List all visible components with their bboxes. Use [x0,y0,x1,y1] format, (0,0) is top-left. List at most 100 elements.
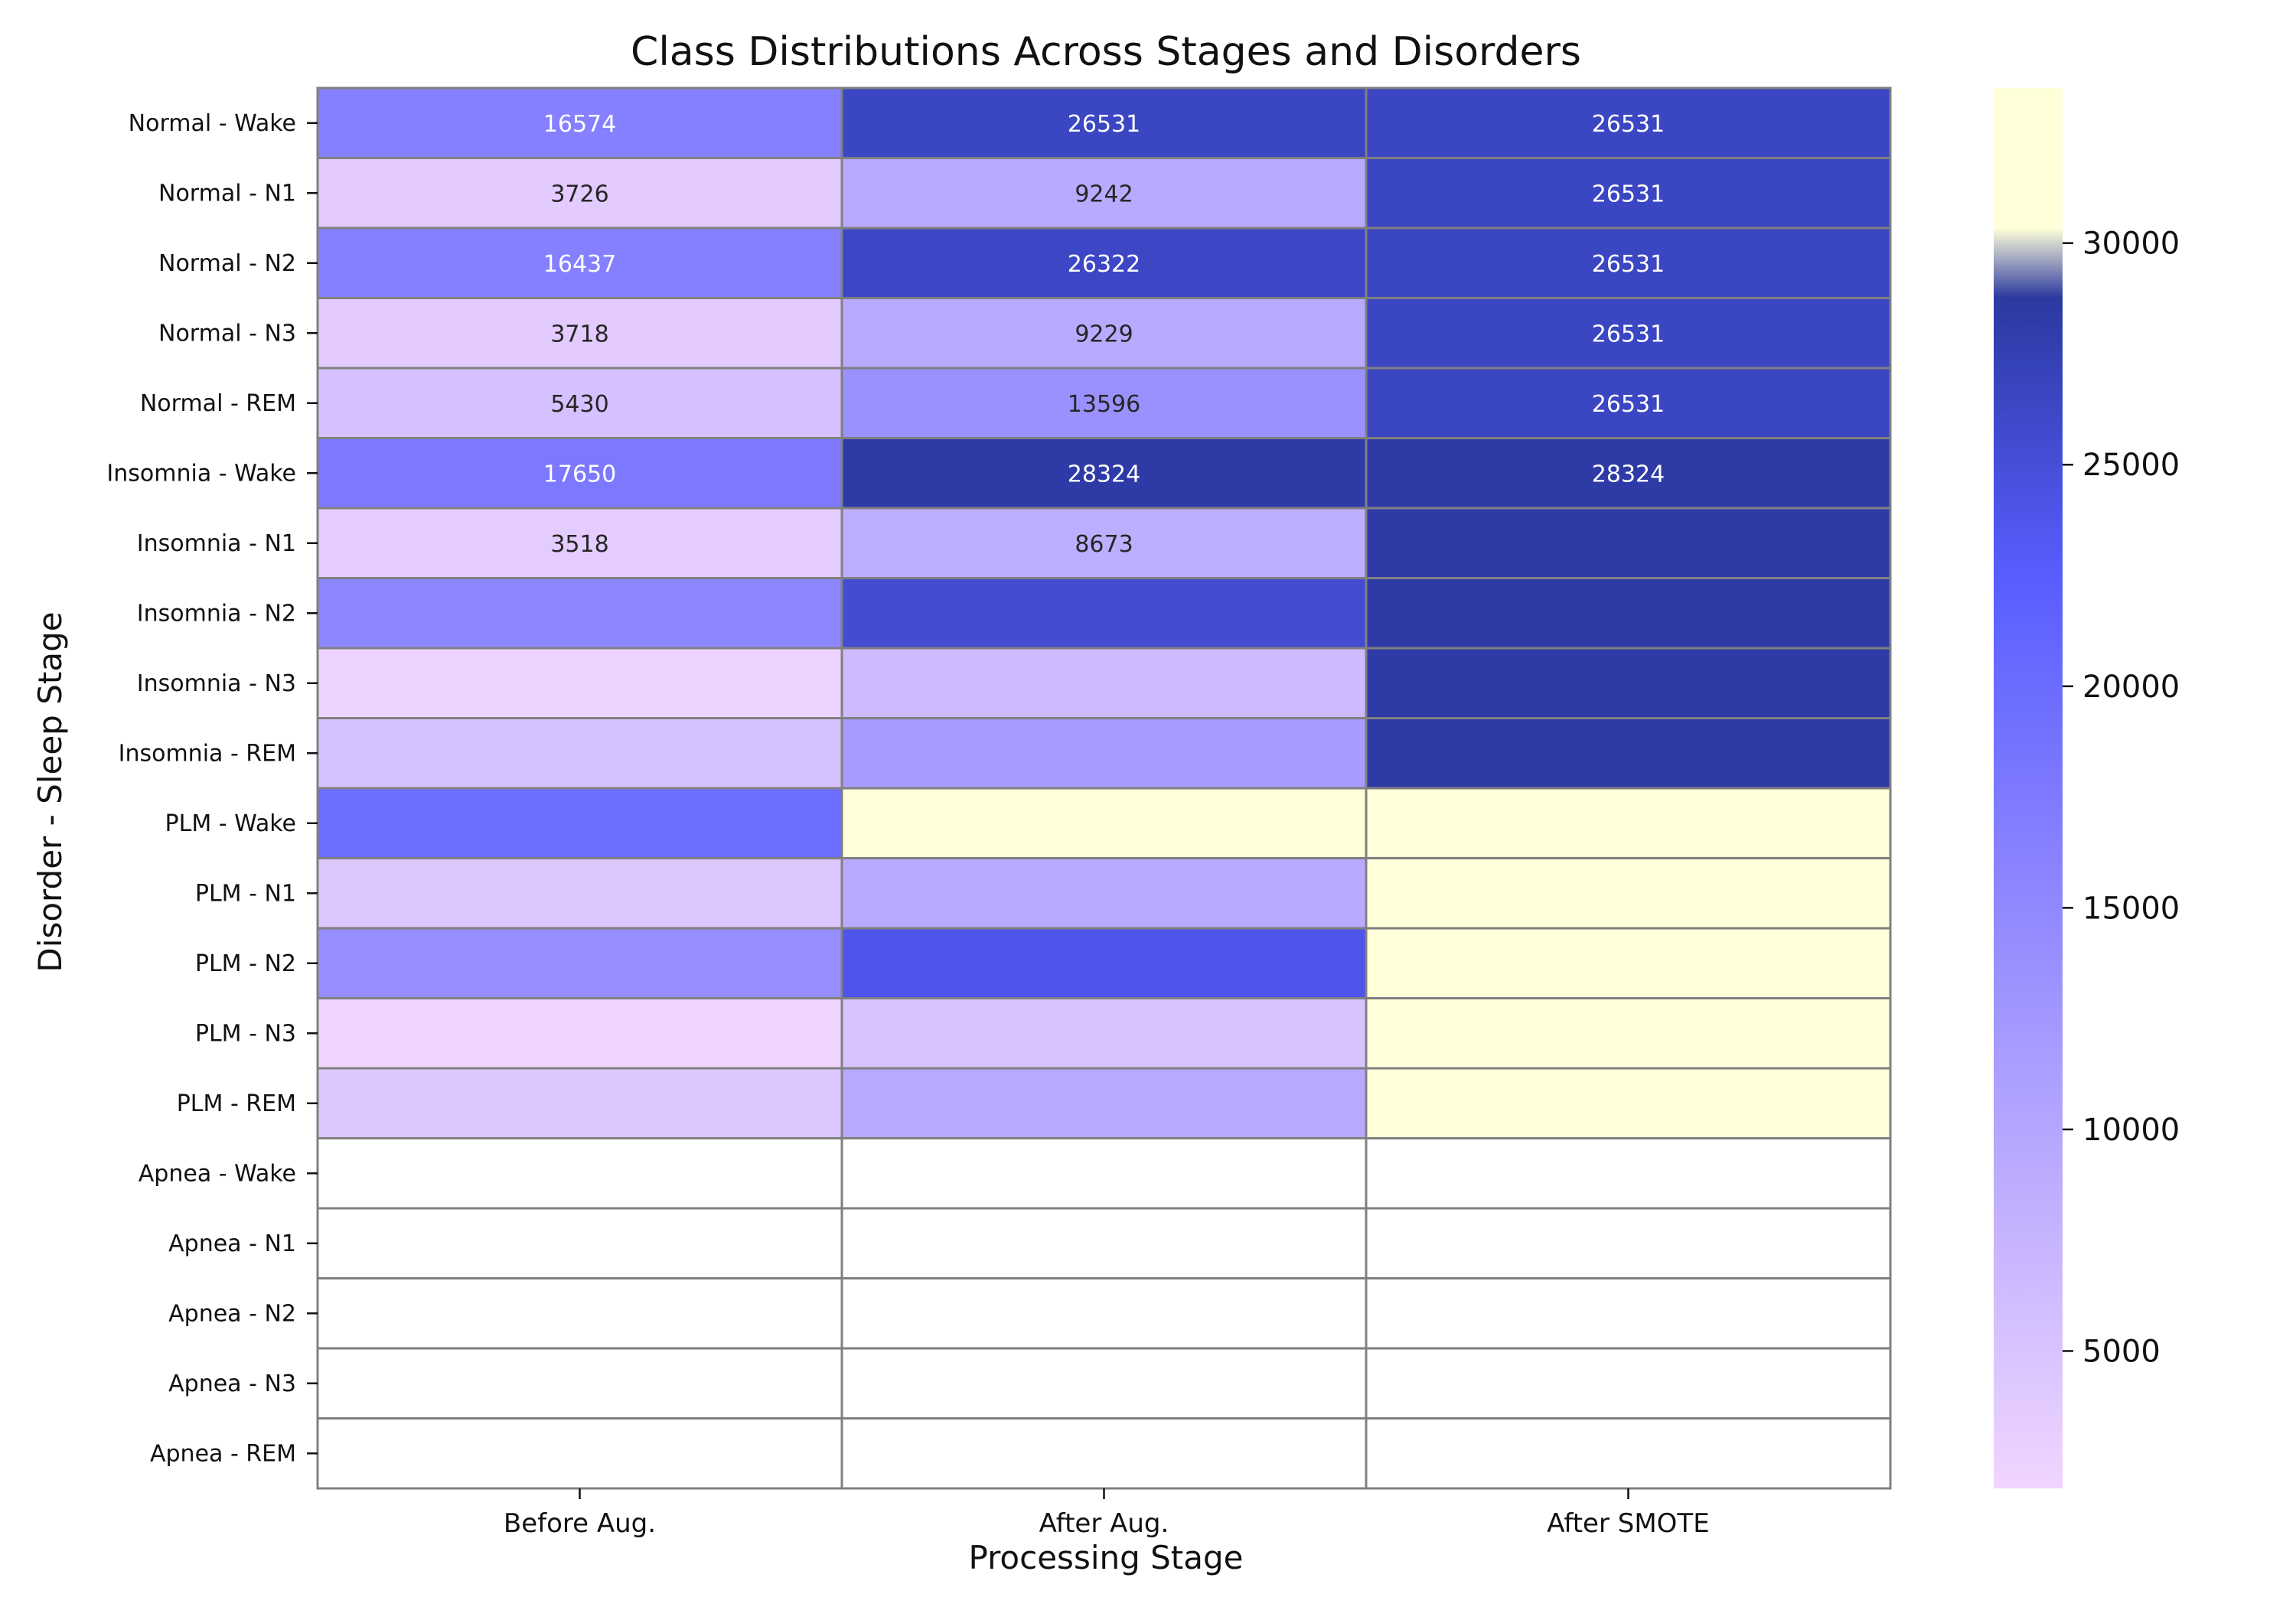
row-tick-label: Apnea - N3 [168,1371,296,1397]
heatmap-cell [840,1417,1368,1490]
cell-value-label: 17650 [543,461,616,487]
heatmap-cell [1365,1067,1892,1139]
row-tick-label: Insomnia - REM [119,740,296,767]
heatmap-cell [316,86,843,159]
heatmap-cell [316,507,843,579]
heatmap-cell [840,857,1368,930]
row-tick-label: Insomnia - N2 [137,600,296,627]
heatmap-cells: 16574 26531 26531 3726 9242 26531 16437 26322 26… [316,86,1892,1490]
row-tick-label: Apnea - Wake [139,1160,296,1187]
heatmap-cell [1365,437,1892,510]
cell-value-label: 26531 [1592,321,1665,347]
heatmap-cell [316,1067,843,1139]
cell-value-label: 26531 [1592,111,1665,138]
heatmap-cell [316,1277,843,1350]
column-tick-label: Before Aug. [504,1508,656,1539]
row-tick-label: Apnea - N1 [168,1231,296,1257]
colorbar-tick-labels: 5000 10000 15000 20000 25000 30000 [2063,227,2180,1369]
heatmap-cell [316,787,843,859]
heatmap-cell [1365,1417,1892,1490]
heatmap-cell [840,507,1368,579]
cell-value-label: 26531 [1592,181,1665,207]
heatmap-cell [1365,297,1892,370]
cell-value-label: 26531 [1068,111,1140,138]
heatmap-cell [1365,787,1892,859]
heatmap-cell [840,1067,1368,1139]
heatmap-cell [840,927,1368,999]
heatmap-cell [840,437,1368,510]
cell-value-label: 28324 [1592,461,1665,487]
cell-value-label: 9229 [1075,321,1133,347]
heatmap-cell [316,1137,843,1210]
heatmap-cell [316,1417,843,1490]
heatmap-cell [1365,157,1892,230]
heatmap-cell [1365,1347,1892,1420]
heatmap-cell [840,1347,1368,1420]
heatmap-cell [316,577,843,650]
heatmap-cell [316,1347,843,1420]
cell-value-label: 9242 [1075,181,1133,207]
row-tick-label: Normal - N1 [158,180,296,207]
cell-value-label: 16574 [543,111,616,138]
cell-value-label: 26531 [1592,251,1665,278]
heatmap-cell [1365,647,1892,719]
row-tick-labels: Normal - Wake Normal - N1 Normal - N2 Norma… [106,110,318,1467]
heatmap-cell [840,1137,1368,1210]
cell-value-label: 5430 [550,391,608,418]
row-tick-label: Normal - Wake [129,110,296,137]
cell-value-label: 8673 [1075,531,1133,558]
heatmap-cell [840,227,1368,299]
heatmap-cell [840,577,1368,650]
row-tick-label: PLM - REM [177,1090,296,1117]
row-tick-label: PLM - N1 [195,880,296,907]
cell-value-label: 3518 [550,531,608,558]
row-tick-label: Normal - N2 [158,250,296,277]
heatmap-cell [840,1277,1368,1350]
heatmap-cell [1365,86,1892,159]
row-tick-label: Normal - N3 [158,320,296,347]
heatmap-cell [1365,1137,1892,1210]
row-tick-label: PLM - N2 [195,950,296,977]
heatmap-cell [840,787,1368,859]
colorbar-tick-label: 15000 [2082,891,2180,926]
colorbar-tick-label: 20000 [2082,670,2180,705]
heatmap-cell [316,857,843,930]
heatmap-cell [316,297,843,370]
row-tick-label: PLM - Wake [165,810,296,837]
heatmap-cell [840,367,1368,439]
colorbar-tick-label: 25000 [2082,448,2180,483]
heatmap-cell [840,997,1368,1070]
row-tick-label: Insomnia - Wake [106,460,296,487]
row-tick-label: Apnea - N2 [168,1300,296,1327]
y-axis-label: Disorder - Sleep Stage [31,611,69,972]
heatmap-cell [1365,1277,1892,1350]
heatmap-cell [1365,927,1892,999]
cell-value-label: 28324 [1068,461,1140,487]
row-tick-label: Apnea - REM [150,1440,296,1467]
row-tick-label: Insomnia - N3 [137,670,296,697]
column-tick-label: After Aug. [1039,1508,1169,1539]
heatmap-cell [316,997,843,1070]
heatmap-cell [316,647,843,719]
heatmap-cell [1365,717,1892,790]
column-tick-labels: Before Aug. After Aug. After SMOTE [504,1488,1710,1539]
heatmap-cell [1365,507,1892,579]
cell-value-label: 3718 [550,321,608,347]
heatmap-cell [1365,997,1892,1070]
cell-value-label: 26322 [1068,251,1140,278]
cell-value-label: 16437 [543,251,616,278]
heatmap-cell [840,717,1368,790]
colorbar-tick-label: 10000 [2082,1113,2180,1148]
x-axis-label: Processing Stage [969,1539,1244,1576]
cell-value-label: 13596 [1068,391,1140,418]
heatmap-cell [840,647,1368,719]
heatmap-cell [316,717,843,790]
cell-value-label: 3726 [550,181,608,207]
heatmap-cell [840,1207,1368,1279]
row-tick-label: PLM - N3 [195,1020,296,1047]
heatmap-cell [1365,577,1892,650]
chart-title: Class Distributions Across Stages and Di… [631,29,1581,75]
row-tick-label: Normal - REM [140,390,296,417]
cell-value-label: 26531 [1592,391,1665,418]
